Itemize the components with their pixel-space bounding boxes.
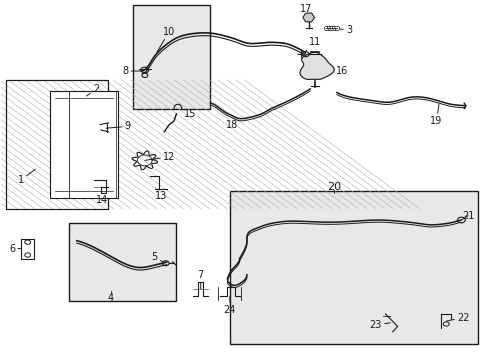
Text: 22: 22 [446,312,468,323]
Text: 21: 21 [460,211,473,221]
Text: 11: 11 [303,37,321,53]
Text: 15: 15 [183,109,196,119]
Text: 13: 13 [154,191,166,201]
Bar [50,91,118,198]
Text: 6: 6 [9,244,28,253]
Bar [132,5,210,109]
Bar [229,191,477,344]
Text: 2: 2 [86,84,99,96]
Bar [6,80,108,208]
Text: 8: 8 [122,66,142,76]
Bar [21,239,34,258]
Bar [69,223,176,301]
Text: 5: 5 [151,252,164,263]
Text: 4: 4 [107,293,114,303]
Text: 24: 24 [224,296,236,315]
Text: 7: 7 [197,270,203,289]
Text: 10: 10 [157,27,175,52]
Polygon shape [299,52,334,80]
Text: 12: 12 [144,152,175,162]
Text: 1: 1 [18,169,35,185]
Text: 20: 20 [327,182,341,192]
Text: 16: 16 [314,66,347,76]
Bar [6,80,108,208]
Text: 19: 19 [429,104,442,126]
Text: 14: 14 [96,195,108,204]
Text: 17: 17 [300,4,312,14]
Polygon shape [302,13,314,22]
Text: 3: 3 [331,25,351,35]
Bar [6,80,108,208]
Text: 23: 23 [369,320,389,330]
Text: 18: 18 [226,120,238,130]
Text: 9: 9 [106,121,131,131]
